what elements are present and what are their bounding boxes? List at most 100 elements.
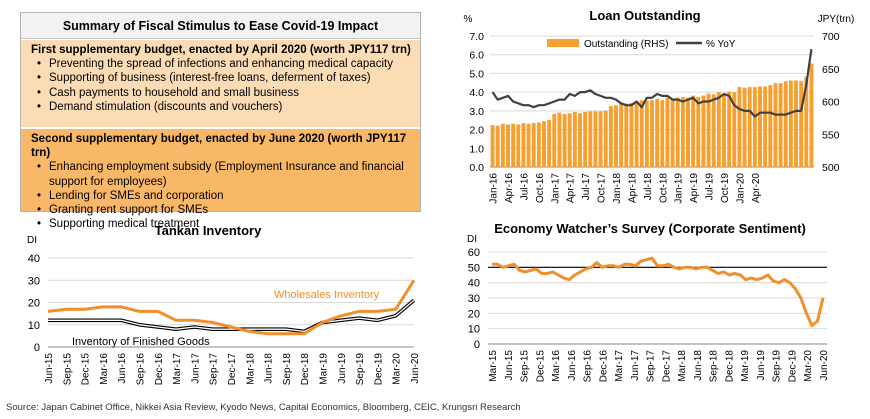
bar-outstanding <box>655 98 660 167</box>
bar-outstanding <box>593 111 598 167</box>
y-tick-left: 0.0 <box>469 162 484 174</box>
y-tick-label: 30 <box>468 293 480 305</box>
tankan-inventory-chart: Tankan Inventory DI 0 10 20 30 40 Jun-15 Sep-… <box>27 223 421 386</box>
x-tick-label: Dec-18 <box>724 350 735 383</box>
x-tick-label: Jun-19 <box>756 350 767 381</box>
chart-title: Economy Watcher’s Survey (Corporate Sent… <box>494 221 806 236</box>
line-economy-watcher <box>492 256 825 328</box>
first-budget-item: Preventing the spread of infections and … <box>31 57 420 71</box>
bar-outstanding <box>650 100 654 167</box>
x-tick-label: Jun-18 <box>693 350 704 381</box>
x-tick-label: Mar-20 <box>803 350 814 382</box>
bar-outstanding <box>506 124 510 167</box>
bar-outstanding <box>495 125 500 167</box>
x-tick-label: Mar-19 <box>740 350 751 382</box>
chart-legend: Outstanding (RHS) % YoY <box>547 39 736 50</box>
x-tick-label: Apr-20 <box>751 173 762 203</box>
loan-outstanding-chart: Loan Outstanding % JPY(trn) 0.0 1.0 2.0 3.0… <box>464 8 855 204</box>
y-axis-unit: DI <box>467 234 477 245</box>
source-note: Source: Japan Cabinet Office, Nikkei Asi… <box>6 402 521 413</box>
y-tick-left: 2.0 <box>469 125 484 137</box>
bar-outstanding <box>598 111 603 167</box>
first-budget-item: Demand stimulation (discounts and vouche… <box>31 100 420 114</box>
y-tick-left: 1.0 <box>469 143 484 155</box>
bar-outstanding <box>536 122 541 167</box>
bar-outstanding <box>752 87 757 167</box>
bar-outstanding <box>516 124 521 167</box>
bar-outstanding <box>722 93 726 167</box>
bar-outstanding <box>701 95 706 167</box>
second-budget-heading: Second supplementary budget, enacted by … <box>31 133 407 160</box>
x-tick-label: Apr-19 <box>689 173 700 203</box>
x-tick-label: Dec-15 <box>535 350 546 383</box>
x-tick-label: Jun-16 <box>117 353 128 384</box>
x-tick-label: Jun-15 <box>504 350 515 381</box>
x-tick-label: Jun-15 <box>44 353 55 384</box>
first-budget-item: Supporting of business (interest-free lo… <box>31 71 420 85</box>
bar-outstanding <box>809 63 814 168</box>
x-tick-label: Mar-16 <box>551 350 562 382</box>
bar-outstanding <box>799 81 804 167</box>
first-budget-section: First supplementary budget, enacted by A… <box>21 40 420 128</box>
left-axis-unit: % <box>464 14 473 25</box>
x-tick-label: Oct-18 <box>658 173 669 203</box>
y-tick-left: 3.0 <box>469 106 484 118</box>
bar-outstanding <box>747 87 752 167</box>
x-tick-label: Sep-17 <box>646 350 657 383</box>
bar-outstanding <box>665 97 670 167</box>
x-tick-label: Sep-17 <box>209 353 220 386</box>
bar-outstanding <box>660 100 665 167</box>
legend-label-yoy: % YoY <box>706 39 736 50</box>
x-tick-label: Mar-17 <box>614 350 625 382</box>
x-tick-label: Sep-18 <box>282 353 293 386</box>
y-tick-label: 30 <box>28 275 40 287</box>
x-tick-label: Apr-17 <box>566 173 577 203</box>
line-wholesales <box>47 279 416 336</box>
series-label-wholesales: Wholesales Inventory <box>274 289 380 301</box>
first-budget-item: Cash payments to household and small bus… <box>31 86 420 100</box>
x-tick-label: Oct-17 <box>597 173 608 203</box>
x-tick-label: Jun-17 <box>190 353 201 384</box>
bar-outstanding <box>629 102 634 167</box>
x-tick-label: Jul-19 <box>705 173 716 201</box>
x-tick-label: Mar-16 <box>99 353 110 385</box>
x-tick-label: Jan-16 <box>489 173 500 204</box>
bar-outstanding <box>644 100 649 167</box>
y-tick-label: 50 <box>468 262 480 274</box>
bar-outstanding <box>691 95 696 167</box>
y-tick-label: 20 <box>468 308 480 320</box>
bar-outstanding <box>804 76 809 167</box>
y-tick-label: 0 <box>34 342 40 354</box>
y-tick-label: 60 <box>468 247 480 259</box>
bar-outstanding <box>500 123 505 167</box>
bar-outstanding <box>680 96 685 167</box>
bar-outstanding <box>578 113 582 167</box>
y-tick-label: 0 <box>474 339 480 351</box>
y-tick-left: 7.0 <box>469 31 484 43</box>
bar-outstanding <box>794 80 798 167</box>
x-tick-label: Sep-16 <box>136 353 147 386</box>
bar-outstanding <box>696 96 701 167</box>
line-finished-goods-core <box>48 299 415 333</box>
bar-outstanding <box>675 97 680 167</box>
x-tick-label: Jun-17 <box>630 350 641 381</box>
legend-swatch-outstanding <box>547 39 579 47</box>
x-tick-label: Mar-19 <box>319 353 330 385</box>
bar-outstanding <box>711 94 716 167</box>
first-budget-heading: First supplementary budget, enacted by A… <box>31 44 411 56</box>
y-tick-label: 40 <box>468 278 480 290</box>
x-tick-label: Sep-15 <box>520 350 531 383</box>
y-tick-right: 550 <box>822 129 840 141</box>
x-tick-label: Oct-19 <box>720 173 731 203</box>
y-tick-right: 600 <box>822 97 840 109</box>
bar-outstanding <box>778 83 783 167</box>
x-tick-label: Jun-20 <box>410 353 421 384</box>
bar-outstanding <box>511 123 516 167</box>
second-budget-item: Supporting medical treatment <box>31 217 420 231</box>
bar-outstanding <box>542 121 546 167</box>
bar-outstanding <box>521 123 526 167</box>
bar-outstanding <box>788 80 793 167</box>
x-tick-label: Dec-17 <box>227 353 238 386</box>
x-tick-label: Jan-19 <box>674 173 685 204</box>
bar-outstanding <box>562 113 567 167</box>
